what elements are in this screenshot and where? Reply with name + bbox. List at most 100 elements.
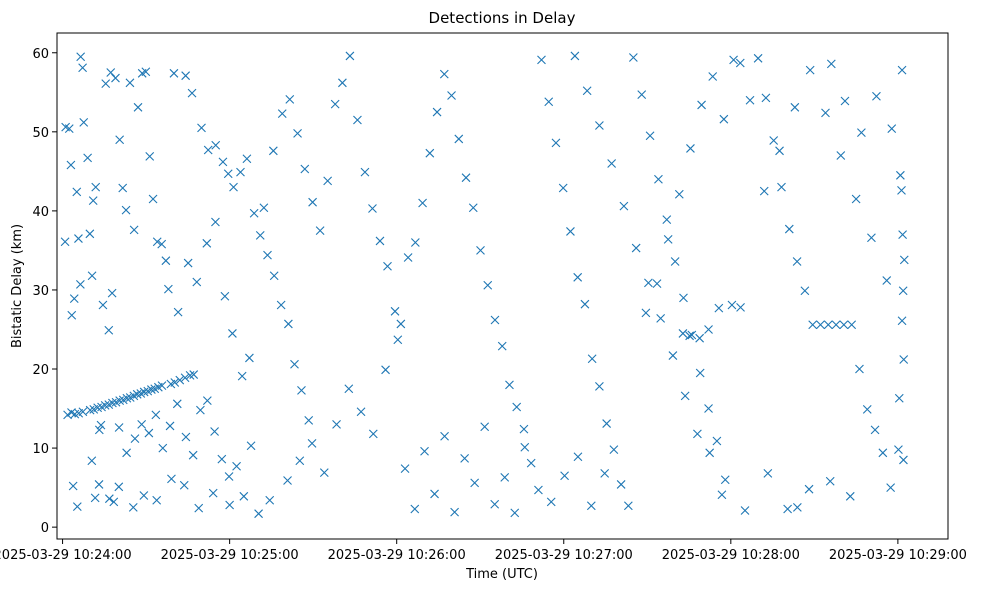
data-point	[882, 276, 892, 285]
data-point	[63, 410, 72, 420]
data-point	[187, 88, 197, 98]
data-point	[229, 182, 238, 192]
data-point	[353, 115, 362, 125]
data-point	[210, 427, 219, 436]
data-point	[224, 472, 234, 481]
data-point	[173, 307, 183, 317]
data-point	[145, 151, 155, 161]
data-point	[390, 306, 400, 316]
data-point	[705, 448, 715, 458]
data-point	[685, 331, 694, 341]
data-point	[237, 371, 247, 381]
data-point	[855, 364, 864, 374]
data-point	[602, 419, 612, 428]
data-point	[175, 375, 185, 385]
data-point	[483, 280, 493, 290]
data-point	[679, 293, 688, 303]
data-point	[338, 78, 347, 88]
data-point	[101, 79, 111, 88]
data-point	[189, 370, 199, 379]
data-point	[232, 461, 241, 471]
y-tick-label: 50	[32, 126, 49, 141]
data-point	[872, 91, 881, 101]
data-point	[432, 107, 442, 117]
data-point	[151, 410, 161, 420]
plot-frame	[56, 32, 949, 540]
data-point	[607, 159, 617, 168]
data-point	[375, 236, 385, 246]
data-point	[68, 481, 78, 491]
data-point	[304, 416, 314, 425]
data-point	[87, 271, 97, 281]
data-point	[719, 114, 729, 124]
y-axis-label: Bistatic Delay (km)	[10, 224, 25, 348]
data-point	[616, 480, 626, 489]
data-point	[268, 146, 278, 156]
data-point	[825, 476, 835, 486]
data-point	[823, 320, 833, 330]
data-point	[265, 495, 275, 505]
data-point	[720, 475, 730, 485]
data-point	[300, 164, 310, 174]
data-point	[192, 277, 202, 287]
data-point	[740, 506, 750, 515]
data-point	[225, 500, 235, 510]
data-point	[403, 253, 413, 262]
data-point	[674, 189, 684, 199]
data-point	[704, 325, 713, 334]
data-point	[170, 378, 180, 387]
data-point	[763, 468, 773, 478]
data-point	[91, 182, 101, 192]
data-point	[172, 399, 182, 409]
data-point	[115, 396, 125, 406]
data-point	[255, 231, 265, 240]
data-point	[202, 238, 212, 248]
data-point	[283, 476, 292, 485]
data-point	[637, 90, 647, 100]
data-point	[761, 93, 771, 103]
data-point	[181, 71, 191, 81]
data-point	[276, 300, 286, 310]
data-point	[64, 124, 74, 134]
x-tick-label: 2025-03-29 10:26:00	[328, 548, 466, 563]
data-point	[656, 314, 666, 323]
data-point	[139, 491, 149, 500]
data-point	[79, 117, 89, 127]
data-point	[886, 483, 896, 492]
data-point	[196, 405, 205, 415]
data-point	[570, 51, 580, 61]
data-point	[242, 154, 252, 164]
data-point	[396, 319, 406, 329]
data-point	[285, 95, 295, 104]
data-point	[254, 509, 263, 519]
data-point	[644, 278, 653, 288]
data-point	[708, 72, 718, 81]
data-point	[104, 325, 114, 335]
y-tick-label: 30	[32, 284, 49, 299]
data-point	[78, 407, 88, 417]
data-point	[687, 330, 697, 340]
data-point	[652, 279, 662, 289]
data-point	[586, 501, 596, 511]
data-point	[425, 148, 435, 158]
data-point	[183, 258, 193, 268]
data-point	[784, 224, 794, 234]
data-point	[600, 468, 610, 478]
data-point	[476, 246, 485, 255]
data-point	[332, 419, 341, 429]
data-point	[566, 227, 575, 236]
data-point	[107, 288, 117, 298]
data-point	[165, 421, 175, 431]
data-point	[631, 243, 641, 253]
data-point	[693, 429, 702, 439]
data-point	[344, 384, 354, 394]
data-point	[69, 294, 79, 304]
data-point	[418, 198, 427, 208]
data-point	[78, 63, 88, 73]
data-point	[157, 239, 167, 249]
data-point	[870, 425, 880, 435]
data-point	[490, 315, 500, 325]
data-point	[753, 53, 763, 63]
